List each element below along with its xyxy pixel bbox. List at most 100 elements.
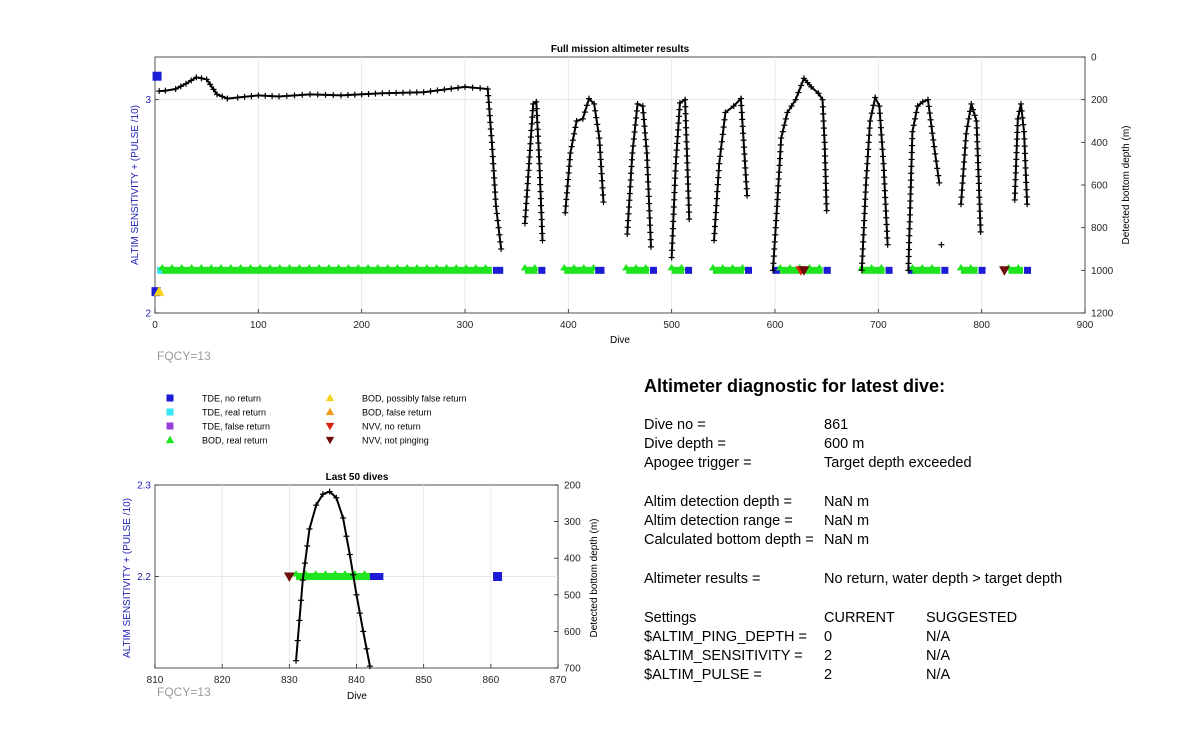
legend-marker — [325, 407, 335, 416]
return-strip — [685, 266, 693, 274]
legend-label: BOD, real return — [202, 436, 268, 446]
return-strip — [520, 264, 539, 274]
legend-marker — [166, 394, 174, 402]
depth-series-segment — [521, 98, 546, 244]
right-tick-label: 200 — [564, 481, 581, 492]
detect-depth-value: NaN m — [824, 494, 870, 510]
marker-point — [798, 266, 810, 276]
depth-series-segment — [905, 96, 943, 274]
legend-marker — [166, 408, 174, 416]
last-50-x-ticks: 810 820 830 840 850 860 870 — [147, 664, 567, 686]
x-tick-label: 900 — [1077, 320, 1094, 331]
full-mission-chart: 0 100 200 300 400 500 600 700 800 900 23 02004006… — [130, 44, 1132, 363]
x-tick-label: 830 — [281, 675, 298, 686]
return-strip — [492, 266, 504, 274]
x-tick-label: 200 — [353, 320, 370, 331]
legend-label: TDE, false return — [202, 422, 270, 432]
ping-depth-suggested: N/A — [926, 629, 951, 645]
pulse-suggested: N/A — [926, 667, 951, 683]
pulse-label: $ALTIM_PULSE = — [644, 667, 762, 683]
depth-series-segment — [562, 95, 607, 216]
altimeter-diagnostic-panel: Altimeter diagnostic for latest dive: Di… — [644, 0, 1164, 751]
results-value: No return, water depth > target depth — [824, 571, 1063, 587]
return-strip — [708, 264, 747, 274]
ping-depth-current: 0 — [824, 629, 833, 645]
x-tick-label: 500 — [663, 320, 680, 331]
last-50-dives-chart: 810 820 830 840 850 860 870 2.2 2.3 200 300 400 50… — [122, 472, 600, 702]
last-50-right-label: Detected bottom depth (m) — [589, 519, 600, 638]
return-strip — [978, 266, 986, 274]
return-strip — [885, 266, 893, 274]
return-strip — [745, 266, 753, 274]
right-tick-label: 500 — [564, 590, 581, 601]
legend-item: NVV, no return — [325, 422, 421, 432]
return-strip — [941, 266, 949, 274]
return-strip — [538, 266, 546, 274]
x-tick-label: 400 — [560, 320, 577, 331]
left-tick-label: 2.3 — [137, 481, 151, 492]
legend-item: TDE, no return — [166, 394, 261, 404]
ping-depth-label: $ALTIM_PING_DEPTH = — [644, 629, 807, 645]
full-mission-return-strips — [157, 264, 1032, 274]
legend-item: TDE, real return — [166, 408, 266, 418]
last-50-return-strips — [291, 570, 384, 580]
return-strip — [560, 264, 598, 274]
x-tick-label: 600 — [767, 320, 784, 331]
right-tick-label: 600 — [1091, 181, 1108, 192]
depth-series-segment — [156, 74, 505, 252]
x-tick-label: 300 — [457, 320, 474, 331]
x-tick-label: 0 — [152, 320, 158, 331]
legend-label: NVV, no return — [362, 422, 421, 432]
results-label: Altimeter results = — [644, 571, 761, 587]
left-tick-label: 2 — [145, 309, 151, 320]
calc-bottom-value: NaN m — [824, 532, 870, 548]
full-mission-markers — [151, 71, 1010, 297]
legend-item: BOD, possibly false return — [325, 394, 467, 404]
legend-label: TDE, no return — [202, 394, 261, 404]
current-column-label: CURRENT — [824, 610, 895, 626]
full-mission-fqcy-label: FQCY=13 — [157, 349, 211, 363]
return-strip — [1024, 266, 1032, 274]
right-tick-label: 200 — [1091, 95, 1108, 106]
return-strip — [595, 266, 605, 274]
depth-series-segment — [293, 488, 373, 670]
apogee-label: Apogee trigger = — [644, 455, 752, 471]
dive-no-label: Dive no = — [644, 417, 706, 433]
right-tick-label: 400 — [564, 554, 581, 565]
legend-marker — [165, 435, 175, 444]
x-tick-label: 700 — [870, 320, 887, 331]
settings-label: Settings — [644, 610, 697, 626]
return-strip — [369, 573, 384, 580]
last-50-right-ticks: 200 300 400 500 600 700 — [554, 481, 581, 675]
x-tick-label: 850 — [415, 675, 432, 686]
legend-item: BOD, false return — [325, 407, 432, 418]
legend: TDE, no return TDE, real return TDE, false… — [165, 394, 467, 446]
return-strip — [823, 266, 831, 274]
full-mission-depth-lines — [156, 74, 1031, 274]
legend-label: BOD, false return — [362, 408, 432, 418]
depth-series-segment — [1011, 100, 1031, 208]
last-50-depth-lines — [293, 488, 373, 670]
apogee-value: Target depth exceeded — [824, 455, 972, 471]
setting-point — [151, 287, 161, 297]
left-tick-label: 2.2 — [137, 572, 151, 583]
dive-depth-label: Dive depth = — [644, 436, 726, 452]
last-50-x-label: Dive — [347, 691, 367, 702]
marker-point — [283, 572, 295, 582]
legend-marker — [166, 422, 174, 430]
last-50-title: Last 50 dives — [326, 472, 389, 483]
x-tick-label: 840 — [348, 675, 365, 686]
return-strip — [908, 264, 941, 274]
depth-series-segment — [958, 100, 984, 235]
marker-point — [493, 572, 503, 581]
right-tick-label: 0 — [1091, 53, 1097, 64]
depth-series-segment — [711, 95, 751, 244]
right-tick-label: 400 — [1091, 138, 1108, 149]
last-50-fqcy-label: FQCY=13 — [157, 685, 211, 699]
legend-item: NVV, not pinging — [325, 436, 429, 446]
full-mission-left-ticks: 23 — [145, 95, 159, 320]
legend-marker — [325, 436, 335, 445]
legend-label: BOD, possibly false return — [362, 394, 467, 404]
depth-series-segment — [938, 241, 945, 248]
